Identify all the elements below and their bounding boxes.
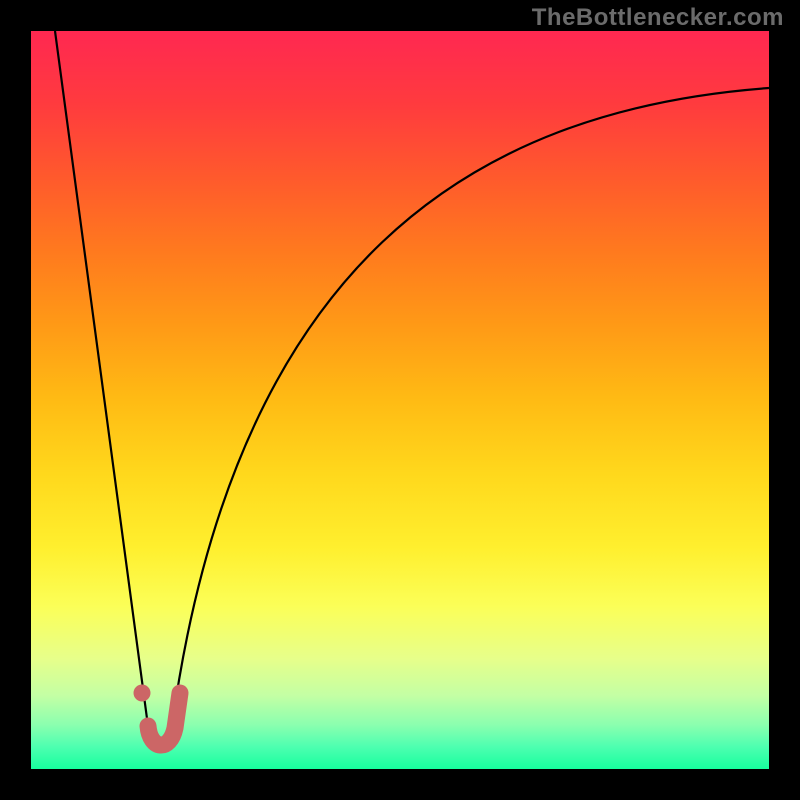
chart-svg — [0, 0, 800, 800]
curve-marker-dot — [134, 685, 151, 702]
watermark-text: TheBottlenecker.com — [532, 4, 784, 32]
chart-canvas: TheBottlenecker.com — [0, 0, 800, 800]
plot-background — [31, 31, 769, 769]
